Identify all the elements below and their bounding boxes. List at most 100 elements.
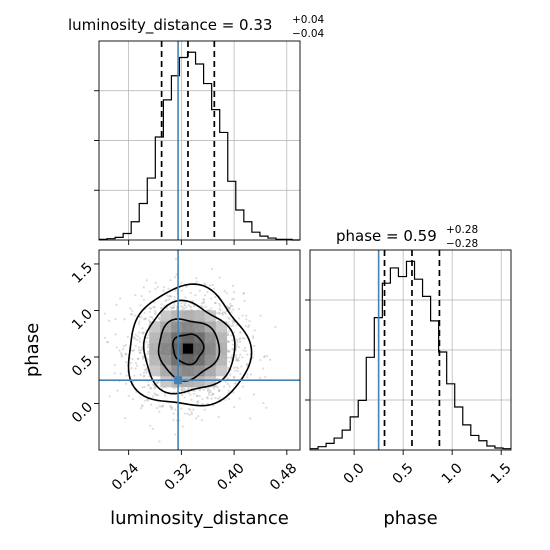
sample-point <box>171 457 173 459</box>
sample-point <box>239 331 242 334</box>
sample-point <box>164 299 167 303</box>
sample-point <box>172 306 175 309</box>
sample-point <box>195 394 198 398</box>
sample-point <box>145 371 148 374</box>
sample-point <box>196 394 199 397</box>
histogram-panel-phase: 0.0 0.5 1.0 1.5 phase = 0.59 +0.28 −0.28 phase <box>305 224 515 529</box>
sample-point <box>131 358 134 361</box>
density-cell <box>204 332 217 344</box>
sample-point <box>146 336 149 339</box>
sample-point <box>143 385 146 388</box>
sample-point <box>231 304 234 308</box>
sample-point <box>161 405 164 408</box>
sample-point <box>204 305 208 308</box>
sample-point <box>247 324 251 327</box>
title-superscript: +0.04 <box>292 14 324 26</box>
sample-point <box>141 405 144 408</box>
density-cell <box>193 354 205 366</box>
sample-point <box>190 398 193 401</box>
sample-point <box>160 303 163 306</box>
sample-point <box>223 311 227 314</box>
sample-point <box>216 312 219 315</box>
sample-point <box>148 290 151 293</box>
sample-point <box>231 347 234 350</box>
truth-marker <box>174 376 183 385</box>
sample-point <box>127 394 130 397</box>
y-tick-label: 1.5 <box>69 260 96 287</box>
sample-point <box>193 392 196 396</box>
x-tick-label: 0.0 <box>341 460 368 487</box>
sample-point <box>214 396 217 400</box>
sample-point <box>136 335 139 338</box>
x-tick-label: 1.5 <box>488 460 515 487</box>
title-subscript: −0.28 <box>446 238 478 250</box>
sample-point <box>147 391 150 394</box>
sample-point <box>180 407 183 410</box>
sample-point <box>169 405 172 408</box>
sample-point <box>158 410 161 413</box>
sample-point <box>204 283 207 286</box>
sample-point <box>235 324 239 327</box>
density-cell <box>193 321 205 333</box>
sample-point <box>249 417 252 420</box>
sample-point <box>140 294 143 298</box>
sample-point <box>119 372 122 375</box>
sample-point <box>210 297 213 300</box>
sample-point <box>259 314 262 317</box>
sample-point <box>144 399 147 402</box>
sample-point <box>183 388 186 391</box>
sample-point <box>252 336 255 340</box>
sample-point <box>262 367 265 370</box>
sample-point <box>144 317 147 320</box>
sample-point <box>227 321 230 324</box>
sample-point <box>139 304 142 307</box>
sample-point <box>229 373 232 376</box>
sample-point <box>264 375 267 379</box>
sample-point <box>153 387 156 390</box>
sample-point <box>195 280 198 283</box>
sample-point <box>143 311 146 314</box>
sample-point <box>124 352 127 355</box>
sample-point <box>227 340 230 343</box>
sample-point <box>181 389 184 392</box>
sample-point <box>233 375 236 378</box>
sample-point <box>228 306 231 309</box>
sample-point <box>134 333 138 336</box>
sample-point <box>230 334 233 337</box>
sample-point <box>172 412 175 415</box>
sample-point <box>218 389 221 392</box>
sample-point <box>211 283 214 287</box>
sample-point <box>153 392 156 395</box>
sample-point <box>187 388 190 391</box>
sample-point <box>246 373 249 376</box>
sample-point <box>263 355 266 358</box>
sample-point <box>133 374 136 377</box>
sample-point <box>251 356 254 359</box>
sample-point <box>201 403 204 406</box>
sample-point <box>181 393 184 397</box>
sample-point <box>138 323 141 326</box>
sample-point <box>208 393 211 396</box>
sample-point <box>155 382 159 385</box>
sample-point <box>218 302 221 305</box>
sample-point <box>150 315 154 319</box>
sample-point <box>232 391 235 394</box>
sample-point <box>248 320 251 323</box>
sample-point <box>217 415 220 419</box>
sample-point <box>187 407 190 410</box>
sample-point <box>217 390 221 393</box>
sample-point <box>243 346 247 349</box>
density-cell <box>149 354 161 366</box>
density-cell <box>204 375 217 388</box>
y-tick-label: 1.0 <box>69 306 96 333</box>
y-tick-label: 0.0 <box>69 399 96 426</box>
sample-point <box>236 370 239 373</box>
density-cell <box>182 375 194 388</box>
sample-point <box>158 317 161 320</box>
panel-title-phase: phase = 0.59 <box>336 227 437 245</box>
sample-point <box>142 331 145 334</box>
sample-point <box>239 331 242 334</box>
sample-point <box>124 417 127 420</box>
density-cell <box>171 310 183 322</box>
sample-point <box>269 358 272 361</box>
